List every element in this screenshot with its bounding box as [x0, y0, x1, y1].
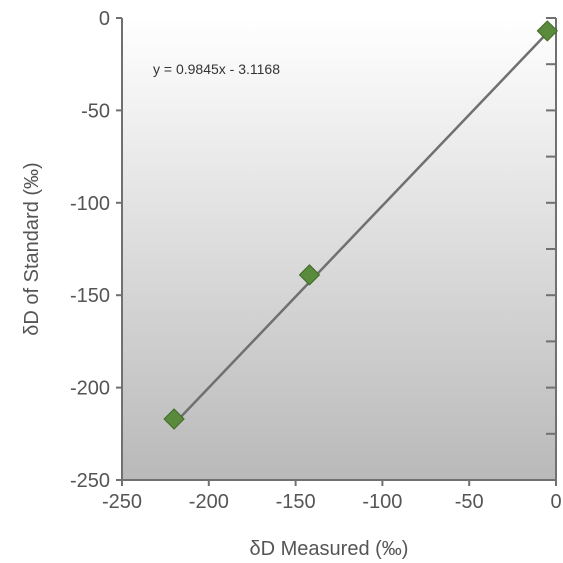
x-tick-label: 0	[550, 491, 561, 513]
data-point	[298, 264, 321, 286]
x-tick-label: -150	[276, 491, 316, 513]
x-axis-ticks: -250 -200 -150 -100 -50 0	[102, 480, 562, 513]
y-axis-ticks: -250 -200 -150 -100 -50 0	[70, 8, 556, 492]
trendline	[173, 31, 549, 425]
x-tick-label: -250	[102, 491, 142, 513]
y-tick-label: -100	[70, 193, 110, 215]
y-tick-label: -150	[70, 285, 110, 307]
x-axis-title: δD Measured (‰)	[250, 538, 409, 560]
y-tick-label: -50	[81, 100, 110, 122]
x-tick-label: -50	[455, 491, 484, 513]
y-tick-label: -250	[70, 470, 110, 492]
y-tick-label: 0	[99, 8, 110, 30]
y-axis-title: δD of Standard (‰)	[21, 162, 43, 335]
trendline-equation: y = 0.9845x - 3.1168	[153, 61, 280, 77]
x-tick-label: -100	[362, 491, 402, 513]
data-points	[163, 20, 559, 430]
y-tick-label: -200	[70, 378, 110, 400]
data-point	[536, 20, 559, 42]
data-point	[163, 408, 185, 430]
x-tick-label: -200	[189, 491, 229, 513]
